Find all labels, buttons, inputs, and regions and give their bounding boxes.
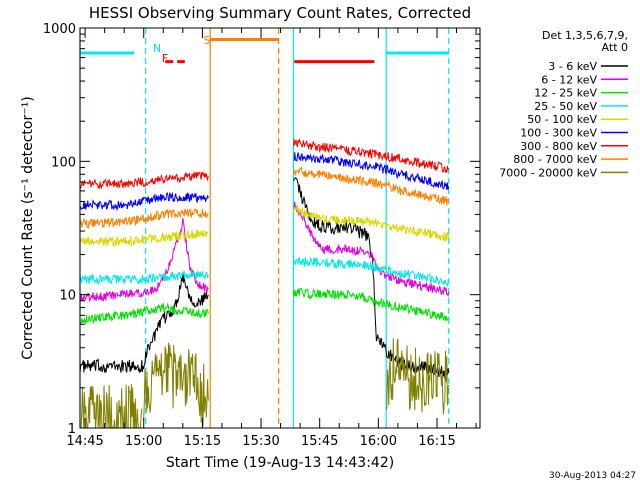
- series-3: [79, 256, 450, 288]
- flag-label-n: N: [153, 42, 161, 55]
- legend-label-5: 100 - 300 keV: [520, 127, 597, 140]
- y-tick-label: 100: [51, 155, 76, 170]
- series-line-6-0: [79, 170, 209, 190]
- legend-header-1: Att 0: [602, 41, 628, 54]
- x-tick-label: 16:00: [360, 434, 397, 449]
- x-tick-label: 16:15: [418, 434, 455, 449]
- legend-label-1: 6 - 12 keV: [541, 73, 597, 86]
- flag-label-s: S: [204, 34, 211, 47]
- series-line-8-1: [143, 342, 209, 427]
- legend-label-7: 800 - 7000 keV: [513, 153, 597, 166]
- series-line-8-2: [385, 338, 450, 415]
- y-axis-label: Corrected Count Rate (s⁻¹ detector⁻¹): [20, 96, 36, 359]
- legend-label-0: 3 - 6 keV: [548, 60, 597, 73]
- series-4: [79, 203, 450, 248]
- series-line-1-0: [79, 218, 209, 303]
- series-5: [79, 152, 450, 212]
- legend-header-0: Det 1,3,5,6,7,9,: [542, 29, 628, 42]
- x-tick-label: 15:00: [125, 434, 162, 449]
- series-line-7-1: [293, 165, 450, 206]
- series-line-5-1: [293, 152, 450, 190]
- legend-label-6: 300 - 800 keV: [520, 140, 597, 153]
- x-axis-label: Start Time (19-Aug-13 14:43:42): [166, 455, 394, 471]
- series-line-0-0: [79, 273, 209, 374]
- series-7: [79, 165, 450, 230]
- legend-label-4: 50 - 100 keV: [527, 113, 597, 126]
- y-tick-label: 1: [68, 422, 76, 437]
- flag-label-f: F: [162, 52, 168, 65]
- chart-title: HESSI Observing Summary Count Rates, Cor…: [89, 4, 471, 22]
- x-tick-label: 15:30: [242, 434, 279, 449]
- series-line-4-1: [293, 203, 450, 243]
- y-tick-label: 10: [59, 289, 76, 304]
- series-8: [80, 338, 450, 430]
- y-tick-label: 1000: [43, 22, 76, 37]
- legend-label-8: 7000 - 20000 keV: [499, 166, 597, 179]
- series-line-7-0: [79, 207, 209, 230]
- legend-label-2: 12 - 25 keV: [534, 87, 597, 100]
- series-line-5-0: [79, 191, 209, 212]
- series-line-1-1: [293, 201, 450, 298]
- series-line-4-0: [79, 229, 209, 248]
- x-tick-label: 14:45: [66, 434, 103, 449]
- series-line-2-0: [79, 302, 209, 325]
- series-line-8-0: [80, 383, 143, 430]
- x-tick-label: 15:45: [301, 434, 338, 449]
- series-1: [79, 201, 450, 303]
- series-line-3-1: [293, 256, 450, 288]
- series-line-6-1: [293, 138, 450, 173]
- legend-label-3: 25 - 50 keV: [534, 100, 597, 113]
- plot-frame: [79, 27, 481, 429]
- series-6: [79, 138, 450, 190]
- series-line-3-0: [79, 270, 209, 285]
- footer-date: 30-Aug-2013 04:27: [549, 471, 636, 480]
- series-2: [79, 287, 450, 325]
- series-line-2-1: [293, 287, 450, 322]
- x-tick-label: 15:15: [184, 434, 221, 449]
